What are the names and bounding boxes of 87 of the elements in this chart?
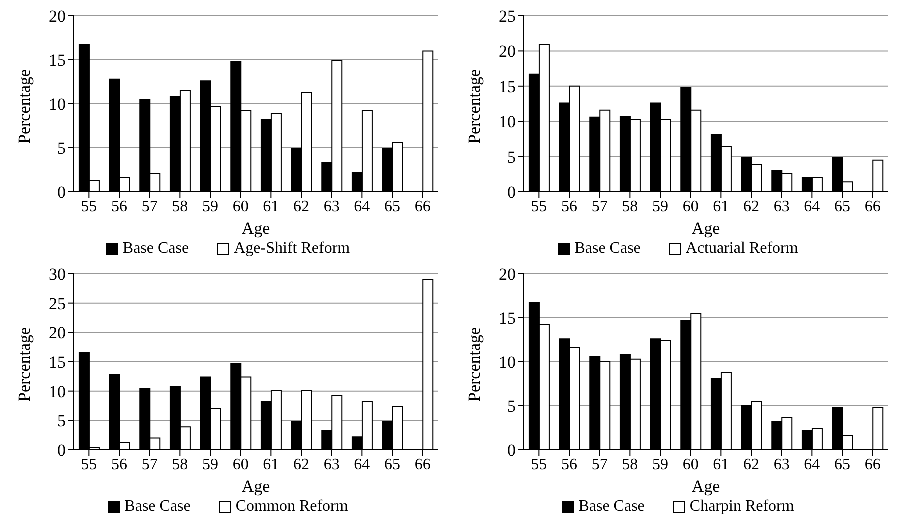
x-tick-label: 55	[531, 456, 548, 474]
x-tick-label: 64	[804, 198, 820, 216]
y-tick-label: 25	[499, 7, 516, 26]
x-tick-label: 61	[263, 456, 280, 474]
y-tick-label: 15	[499, 77, 516, 96]
x-tick-label: 55	[81, 198, 98, 216]
x-tick-label: 65	[834, 198, 850, 216]
x-tick-label: 66	[414, 198, 431, 216]
x-tick-label: 64	[354, 456, 370, 474]
x-tick-label: 65	[834, 456, 850, 474]
y-tick-label: 10	[499, 112, 516, 132]
x-tick-label: 60	[232, 456, 249, 474]
x-axis-title: Age	[692, 219, 720, 238]
y-tick-label: 25	[49, 294, 66, 314]
legend-label: Base Case	[574, 240, 641, 258]
x-tick-label: 66	[864, 198, 881, 216]
x-tick-label: 63	[774, 198, 790, 216]
x-axis-title: Age	[692, 477, 720, 496]
y-tick-label: 5	[508, 397, 516, 416]
x-tick-label: 61	[713, 456, 730, 474]
y-tick-label: 10	[49, 95, 66, 114]
y-tick-label: 5	[508, 148, 516, 167]
x-tick-label: 60	[232, 198, 249, 216]
x-tick-label: 58	[622, 198, 638, 216]
legend-label: Charpin Reform	[690, 498, 794, 516]
x-tick-label: 63	[324, 198, 340, 216]
y-tick-label: 0	[508, 183, 516, 202]
x-tick-label: 57	[142, 456, 158, 474]
y-tick-label: 20	[49, 324, 66, 343]
y-tick-label: 5	[58, 139, 66, 158]
y-tick-label: 10	[499, 353, 516, 372]
legend-label: Base Case	[124, 498, 191, 516]
x-tick-label: 56	[112, 198, 128, 216]
legend-label: Common Reform	[236, 498, 348, 516]
y-tick-label: 0	[508, 441, 516, 460]
x-tick-label: 56	[562, 456, 578, 474]
legend-label: Age-Shift Reform	[234, 240, 350, 258]
y-tick-label: 5	[58, 412, 66, 431]
x-tick-label: 62	[294, 456, 310, 474]
legend-label: Actuarial Reform	[686, 240, 798, 258]
x-tick-label: 60	[682, 198, 699, 216]
x-tick-label: 66	[414, 456, 431, 474]
x-tick-label: 65	[384, 456, 400, 474]
y-axis-title: Percentage	[15, 69, 34, 144]
y-tick-label: 20	[499, 42, 516, 62]
x-tick-label: 61	[713, 198, 730, 216]
x-tick-label: 62	[744, 198, 760, 216]
x-tick-label: 57	[592, 198, 608, 216]
x-tick-label: 64	[354, 198, 370, 216]
x-tick-label: 58	[622, 456, 638, 474]
x-tick-label: 59	[202, 198, 218, 216]
x-tick-label: 65	[384, 198, 400, 216]
y-tick-label: 15	[499, 309, 516, 328]
y-tick-label: 0	[58, 441, 66, 460]
y-tick-label: 15	[49, 51, 66, 70]
x-tick-label: 58	[172, 456, 188, 474]
x-tick-label: 60	[682, 456, 699, 474]
x-tick-label: 62	[744, 456, 760, 474]
x-tick-label: 56	[562, 198, 578, 216]
x-tick-label: 55	[81, 456, 98, 474]
y-tick-label: 10	[49, 382, 66, 402]
x-tick-label: 55	[531, 198, 548, 216]
y-tick-label: 30	[49, 265, 66, 284]
x-tick-label: 59	[652, 456, 668, 474]
y-axis-title: Percentage	[465, 69, 484, 144]
x-tick-label: 63	[324, 456, 340, 474]
y-tick-label: 20	[499, 265, 516, 284]
legend-label: Base Case	[122, 240, 190, 258]
x-axis-title: Age	[242, 477, 270, 496]
y-tick-label: 15	[49, 353, 66, 372]
x-tick-label: 62	[294, 198, 310, 216]
x-tick-label: 66	[864, 456, 881, 474]
y-axis-title: Percentage	[465, 327, 484, 402]
x-tick-label: 58	[172, 198, 188, 216]
x-axis-title: Age	[242, 219, 270, 238]
x-tick-label: 63	[774, 456, 790, 474]
legend-label: Base Case	[578, 498, 645, 516]
x-tick-label: 57	[592, 456, 608, 474]
x-tick-label: 59	[202, 456, 218, 474]
x-tick-label: 64	[804, 456, 820, 474]
x-tick-label: 61	[263, 198, 280, 216]
y-tick-label: 0	[58, 183, 66, 202]
x-tick-label: 56	[112, 456, 128, 474]
y-axis-title: Percentage	[15, 327, 34, 402]
x-tick-label: 57	[142, 198, 158, 216]
x-tick-label: 59	[652, 198, 668, 216]
y-tick-label: 20	[49, 7, 66, 26]
